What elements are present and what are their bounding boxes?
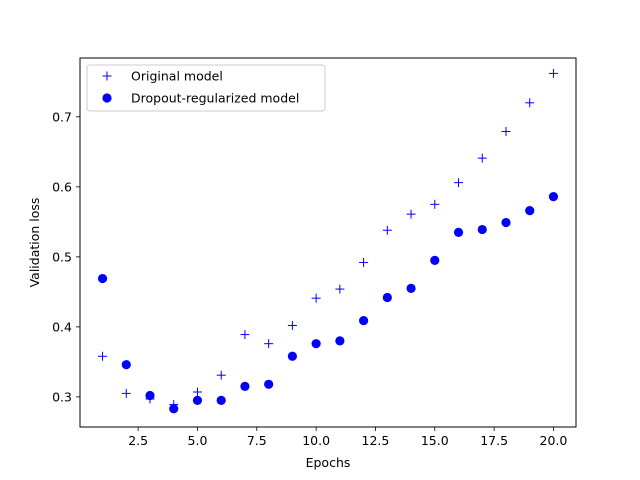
y-tick-label: 0.4 — [52, 319, 72, 334]
data-point — [97, 273, 108, 284]
data-point — [477, 224, 487, 235]
x-tick-label: 12.5 — [362, 433, 390, 448]
data-point — [335, 336, 345, 346]
data-point — [382, 292, 392, 303]
data-point — [98, 351, 108, 361]
data-point — [430, 255, 440, 265]
data-point — [240, 330, 250, 340]
data-point — [382, 225, 392, 235]
legend: Original model Dropout-regularized model — [86, 64, 326, 112]
legend-item: Dropout-regularized model — [102, 91, 299, 106]
data-point — [477, 153, 487, 163]
y-tick-label: 0.6 — [52, 179, 72, 194]
legend-box — [86, 64, 326, 112]
plot-frame — [79, 57, 577, 428]
y-tick-label: 0.3 — [52, 389, 72, 404]
legend-item: Original model — [102, 69, 223, 84]
x-tick-label: 17.5 — [480, 433, 508, 448]
data-point — [311, 339, 321, 349]
data-point — [216, 370, 226, 380]
x-tick-label: 15.0 — [421, 433, 449, 448]
data-point — [287, 351, 298, 361]
data-point — [121, 388, 131, 398]
data-point — [264, 379, 274, 389]
legend-marker — [102, 93, 112, 103]
series-dropout-regularized-model — [97, 192, 559, 414]
data-point — [501, 217, 511, 228]
data-point — [548, 68, 558, 78]
data-point — [406, 209, 416, 219]
x-tick-label: 20.0 — [540, 433, 568, 448]
data-point — [192, 387, 202, 397]
series-original-model — [98, 68, 558, 410]
data-point — [145, 390, 155, 401]
data-point — [454, 178, 464, 188]
legend-marker — [102, 71, 112, 81]
data-point — [287, 320, 297, 330]
data-point — [264, 339, 274, 349]
data-point — [525, 98, 535, 108]
data-point — [525, 206, 535, 216]
data-point — [216, 395, 226, 405]
data-point — [121, 360, 131, 370]
data-point — [548, 192, 559, 202]
data-point — [501, 127, 511, 137]
x-axis-label: Epochs — [306, 455, 351, 470]
data-point — [240, 381, 250, 391]
data-point — [192, 395, 203, 405]
x-tick-label: 7.5 — [247, 433, 267, 448]
legend-entries: Original model Dropout-regularized model — [102, 69, 299, 106]
legend-label: Dropout-regularized model — [131, 91, 299, 106]
data-point — [311, 293, 321, 303]
axis-ticks: 2.5 5.0 7.5 10.0 12.5 15.0 17.5 20.0 0.3 0.4 0.5 0.… — [52, 109, 567, 448]
y-axis-label: Validation loss — [27, 198, 42, 288]
data-point — [169, 404, 179, 414]
data-point — [430, 199, 440, 209]
x-tick-label: 2.5 — [128, 433, 148, 448]
data-point — [358, 315, 369, 326]
data-point — [335, 284, 345, 294]
x-tick-label: 10.0 — [302, 433, 330, 448]
data-point — [359, 257, 369, 267]
y-tick-label: 0.5 — [52, 249, 72, 264]
data-point — [406, 283, 416, 293]
y-tick-label: 0.7 — [52, 109, 72, 124]
x-tick-label: 5.0 — [188, 433, 208, 448]
data-point — [453, 227, 464, 237]
legend-label: Original model — [131, 69, 223, 84]
data-marks — [97, 68, 559, 414]
